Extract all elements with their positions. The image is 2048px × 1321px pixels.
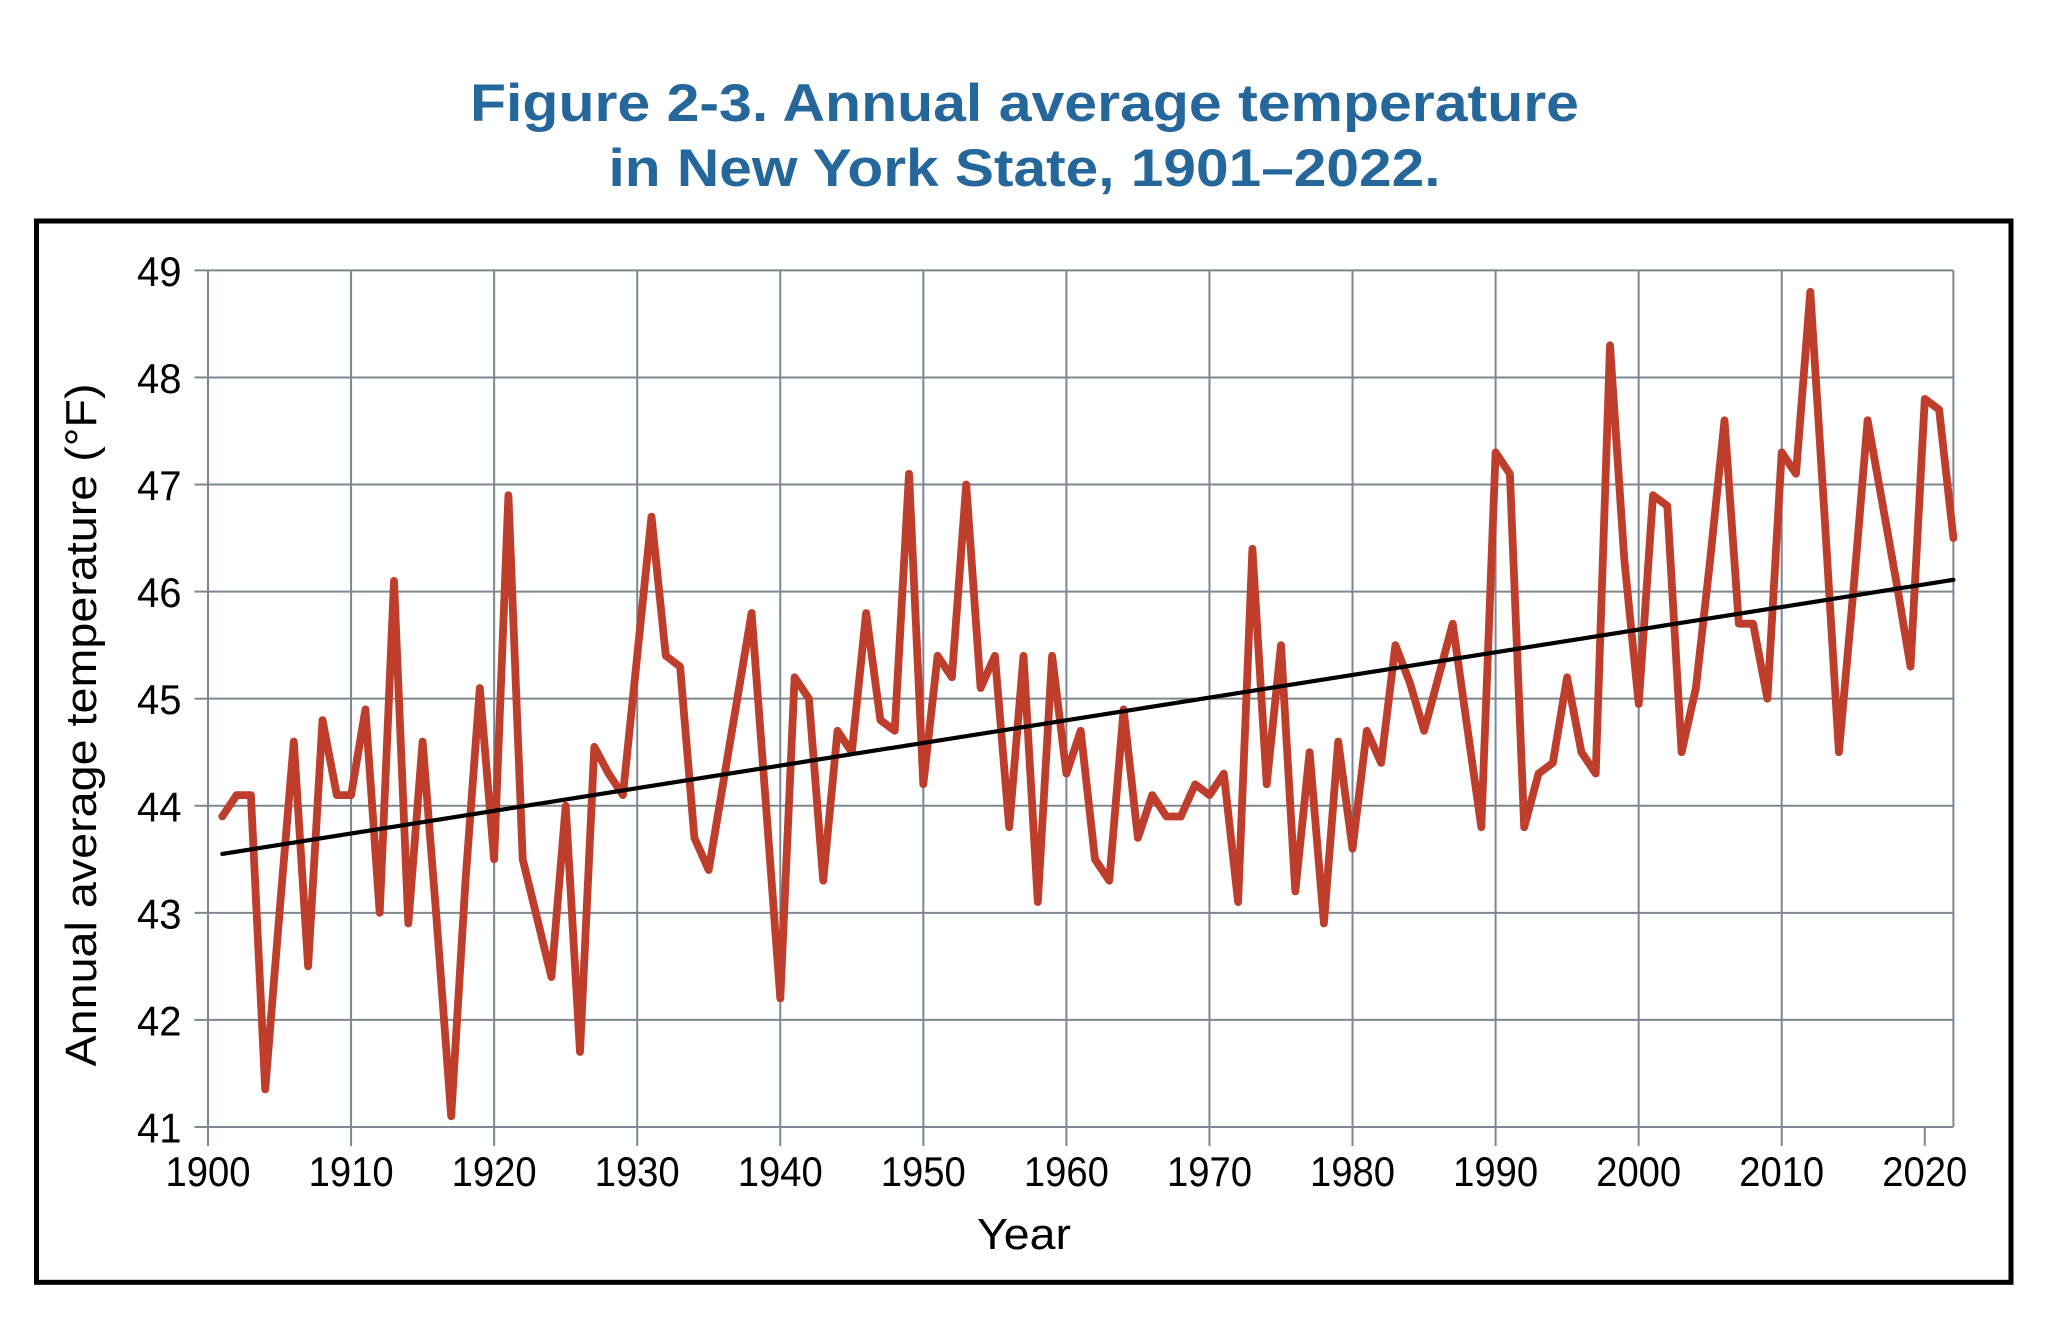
svg-text:1910: 1910 [309, 1148, 394, 1195]
svg-text:2010: 2010 [1739, 1148, 1824, 1195]
svg-text:1990: 1990 [1453, 1148, 1538, 1195]
svg-text:Figure 2-3. Annual average tem: Figure 2-3. Annual average temperature [470, 74, 1579, 133]
svg-text:2020: 2020 [1882, 1148, 1967, 1195]
svg-text:Year: Year [977, 1210, 1071, 1259]
svg-text:1970: 1970 [1167, 1148, 1252, 1195]
svg-text:1950: 1950 [881, 1148, 966, 1195]
svg-text:1930: 1930 [595, 1148, 680, 1195]
svg-text:44: 44 [137, 783, 182, 830]
svg-text:47: 47 [137, 462, 182, 509]
svg-text:1980: 1980 [1310, 1148, 1395, 1195]
svg-text:1900: 1900 [166, 1148, 251, 1195]
svg-text:1960: 1960 [1024, 1148, 1109, 1195]
svg-text:2000: 2000 [1596, 1148, 1681, 1195]
svg-text:45: 45 [137, 676, 182, 723]
svg-text:48: 48 [137, 355, 182, 402]
svg-text:42: 42 [137, 997, 182, 1044]
svg-text:Annual average temperature (°F: Annual average temperature (°F) [57, 384, 106, 1067]
svg-text:1940: 1940 [738, 1148, 823, 1195]
svg-text:in New York State, 1901–2022.: in New York State, 1901–2022. [609, 139, 1441, 198]
svg-text:49: 49 [137, 248, 182, 295]
svg-text:43: 43 [137, 890, 182, 937]
svg-text:1920: 1920 [452, 1148, 537, 1195]
svg-text:41: 41 [137, 1105, 182, 1152]
svg-text:46: 46 [137, 569, 182, 616]
